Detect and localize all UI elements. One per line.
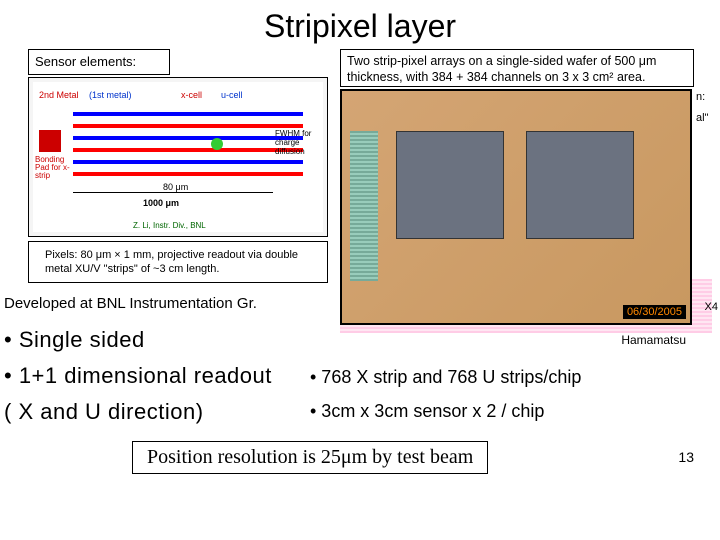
bullet-sensor: • 3cm x 3cm sensor x 2 / chip (310, 401, 544, 422)
two-strip-caption: Two strip-pixel arrays on a single-sided… (340, 49, 694, 87)
bonding-pad (39, 130, 61, 152)
clip-line-2: al" (696, 112, 720, 125)
wafer-photo: 06/30/2005 (340, 89, 692, 325)
diagram-label-ucell: u-cell (221, 90, 243, 100)
diagram-label-80: 80 μm (163, 182, 188, 192)
clip-line-1: n: (696, 91, 720, 104)
sensor-elements-label: Sensor elements: (28, 49, 170, 75)
bullet-single-sided: • Single sided (4, 327, 145, 353)
circuit-diagram: 2nd Metal (1st metal) x-cell u-cell Bond… (28, 77, 328, 237)
diagram-label-fwhm: FWHM for charge diffusion (275, 130, 319, 156)
developed-text: Developed at BNL Instrumentation Gr. (4, 295, 257, 312)
diagram-credit: Z. Li, Instr. Div., BNL (133, 221, 206, 230)
bullet-readout: • 1+1 dimensional readout (4, 363, 272, 389)
diagram-label-xcell: x-cell (181, 90, 202, 100)
diagram-label-metal1: (1st metal) (89, 90, 132, 100)
diagram-label-metal2: 2nd Metal (39, 90, 79, 100)
diagram-label-bonding: Bonding Pad for x-strip (35, 156, 71, 180)
connector-strip (350, 131, 378, 281)
page-number: 13 (678, 449, 694, 465)
diagram-label-1000: 1000 μm (143, 198, 179, 208)
x4-label: X4 (705, 301, 718, 313)
chip-right (526, 131, 634, 239)
bullet-strips: • 768 X strip and 768 U strips/chip (310, 367, 581, 388)
chip-left (396, 131, 504, 239)
wafer-date: 06/30/2005 (623, 305, 686, 319)
slide-title: Stripixel layer (0, 0, 720, 49)
clipped-text: n: al" (696, 91, 720, 125)
pixel-caption: Pixels: 80 μm × 1 mm, projective readout… (28, 241, 328, 283)
bullet-direction: ( X and U direction) (4, 399, 204, 425)
position-resolution: Position resolution is 25μm by test beam (132, 441, 488, 474)
content-area: Sensor elements: 2nd Metal (1st metal) x… (0, 49, 720, 509)
hamamatsu-label: Hamamatsu (621, 333, 686, 347)
green-dot (211, 138, 223, 150)
